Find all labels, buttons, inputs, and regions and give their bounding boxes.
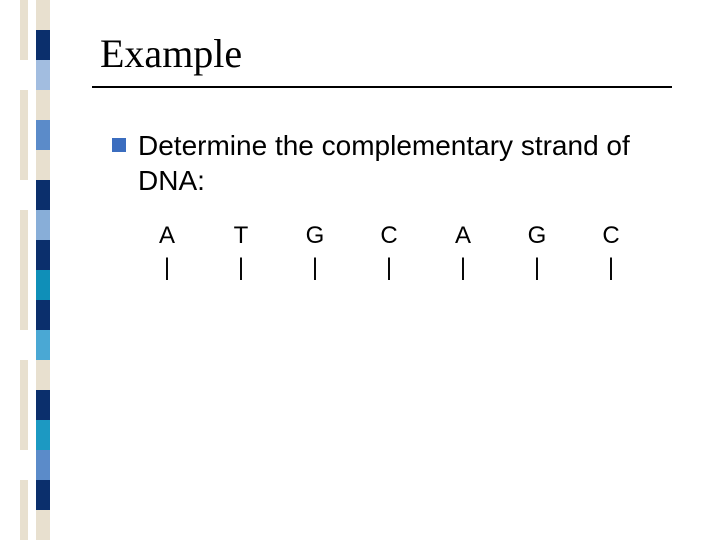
bond-cell: | [204, 254, 278, 282]
base-cell: C [352, 222, 426, 250]
slide: Example Determine the complementary stra… [0, 0, 720, 540]
base-cell: G [500, 222, 574, 250]
sidebar-block [20, 90, 28, 120]
body-content: Determine the complementary strand of DN… [112, 128, 672, 198]
sidebar-block [20, 240, 28, 270]
base-cell: T [204, 222, 278, 250]
bond-cell: | [278, 254, 352, 282]
bullet-square-icon [112, 138, 126, 152]
sidebar-block [20, 0, 28, 30]
sidebar-block [20, 300, 28, 330]
base-cell: A [130, 222, 204, 250]
sidebar-block [36, 390, 50, 420]
bond-cell: | [500, 254, 574, 282]
base-cell: A [426, 222, 500, 250]
sidebar-left-stripe [20, 0, 28, 540]
sidebar-decoration [0, 0, 60, 540]
sidebar-block [36, 330, 50, 360]
sidebar-block [36, 180, 50, 210]
sidebar-block [20, 330, 28, 360]
sidebar-block [36, 0, 50, 30]
bullet-text: Determine the complementary strand of DN… [138, 128, 672, 198]
sidebar-block [20, 180, 28, 210]
base-cell: G [278, 222, 352, 250]
sidebar-block [20, 510, 28, 540]
sidebar-block [20, 480, 28, 510]
sidebar-block [36, 120, 50, 150]
bonds-row: ||||||| [130, 254, 660, 282]
sidebar-block [36, 510, 50, 540]
sidebar-block [20, 390, 28, 420]
bond-cell: | [352, 254, 426, 282]
sidebar-block [20, 360, 28, 390]
sidebar-block [36, 450, 50, 480]
sidebar-block [36, 60, 50, 90]
bond-cell: | [574, 254, 648, 282]
title-underline [92, 86, 672, 88]
bond-cell: | [426, 254, 500, 282]
bond-cell: | [130, 254, 204, 282]
sidebar-block [20, 30, 28, 60]
sidebar-block [20, 60, 28, 90]
sidebar-block [36, 210, 50, 240]
sidebar-block [36, 150, 50, 180]
bases-row: ATGCAGC [130, 222, 660, 250]
sidebar-block [20, 120, 28, 150]
sidebar-block [36, 30, 50, 60]
sidebar-block [36, 90, 50, 120]
base-cell: C [574, 222, 648, 250]
sidebar-block [20, 450, 28, 480]
sidebar-block [20, 420, 28, 450]
bullet-item: Determine the complementary strand of DN… [112, 128, 672, 198]
sidebar-block [36, 360, 50, 390]
sidebar-block [36, 270, 50, 300]
sidebar-block [36, 420, 50, 450]
sidebar-block [36, 240, 50, 270]
sidebar-right-stripe [36, 0, 50, 540]
dna-sequence: ATGCAGC ||||||| [130, 222, 660, 282]
sidebar-block [36, 480, 50, 510]
sidebar-block [20, 210, 28, 240]
sidebar-block [36, 300, 50, 330]
sidebar-block [20, 270, 28, 300]
sidebar-block [20, 150, 28, 180]
slide-title: Example [100, 30, 242, 77]
